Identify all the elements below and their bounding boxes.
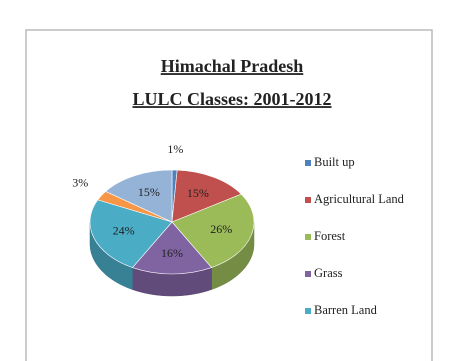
data-label: 15% — [187, 186, 209, 200]
legend-swatch — [305, 271, 311, 277]
legend-label: Agricultural Land — [314, 192, 405, 206]
chart-title: Himachal Pradesh — [161, 56, 304, 76]
legend-swatch — [305, 160, 311, 166]
slice — [105, 169, 173, 223]
data-label: 26% — [210, 222, 232, 236]
data-label: 1% — [167, 142, 183, 156]
data-label: 3% — [72, 175, 88, 189]
legend-swatch — [305, 308, 311, 314]
legend-swatch — [305, 197, 311, 203]
data-label: 24% — [113, 224, 135, 238]
legend-label: Barren Land — [314, 303, 378, 317]
data-label: 15% — [138, 185, 160, 199]
chart-subtitle: LULC Classes: 2001-2012 — [132, 89, 331, 109]
legend-label: Built up — [314, 155, 355, 169]
legend-swatch — [305, 234, 311, 240]
slice — [131, 221, 213, 275]
slice — [171, 193, 255, 268]
data-label: 16% — [161, 246, 183, 260]
slice — [89, 199, 173, 268]
legend-label: Forest — [314, 229, 346, 243]
legend-label: Grass — [314, 266, 343, 280]
slice — [171, 169, 242, 223]
